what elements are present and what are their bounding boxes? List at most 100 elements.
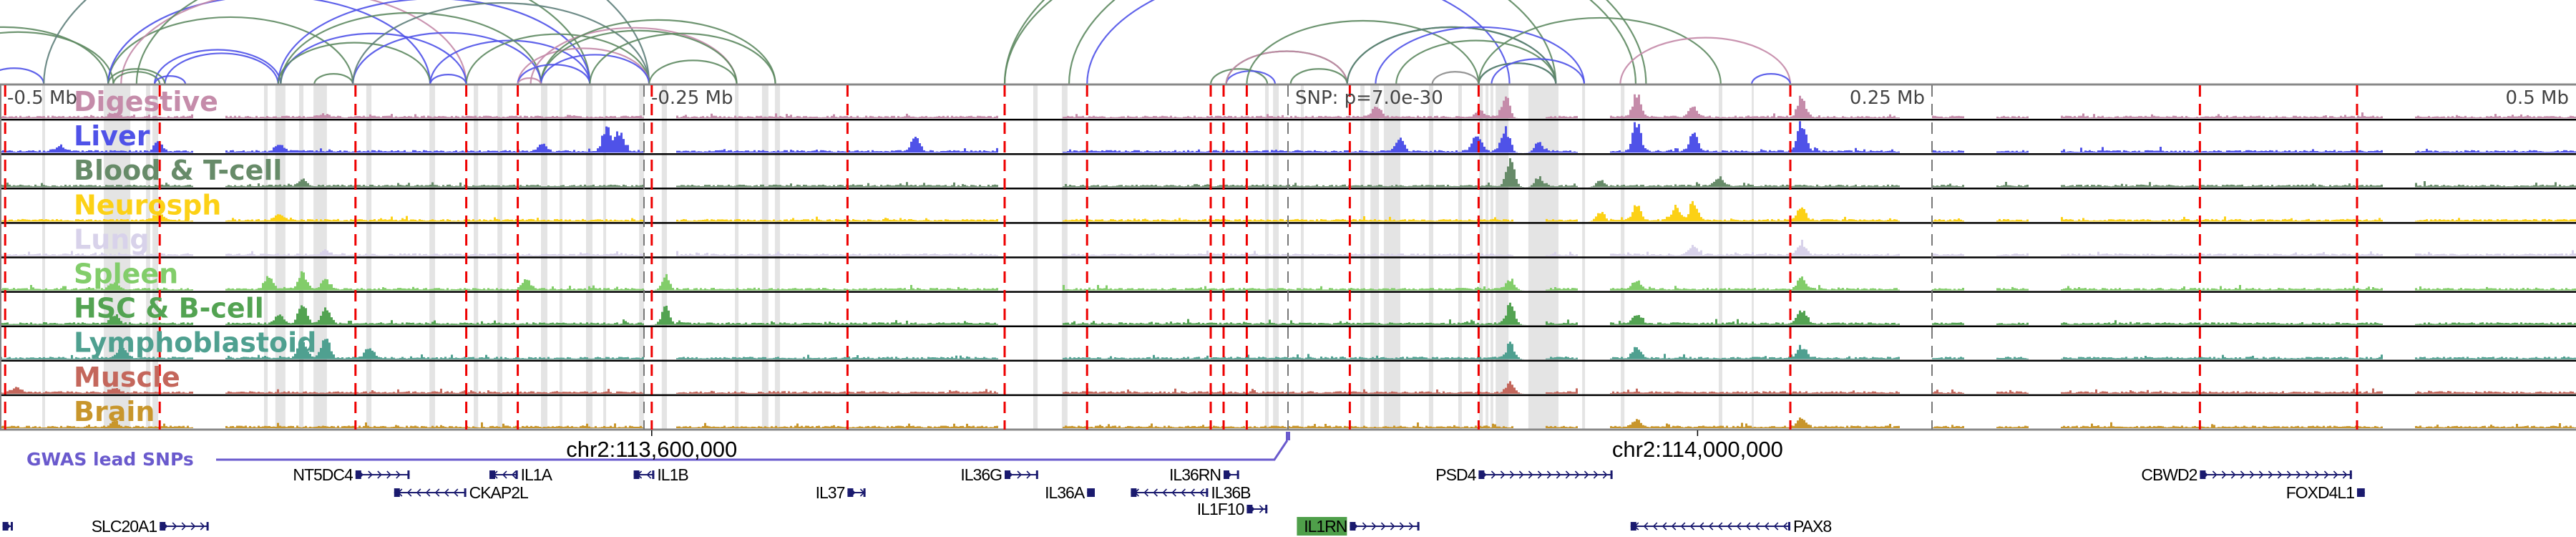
strand-chevron (502, 470, 507, 479)
gene-foxd4l1: FOXD4L1 (2286, 483, 2365, 502)
strand-chevron (1528, 470, 1533, 479)
gene-psd4: PSD4 (1435, 465, 1613, 484)
strand-chevron (181, 522, 187, 531)
gene-highlight (1297, 517, 1347, 536)
strand-chevron (1556, 470, 1561, 479)
exon (2, 522, 9, 531)
interaction-arc (429, 74, 467, 84)
exon (2362, 488, 2365, 497)
strand-chevron (1584, 470, 1589, 479)
track-label: HSC & B-cell (74, 293, 264, 324)
exon (1246, 505, 1253, 513)
strand-chevron (1565, 470, 1571, 479)
strand-chevron (2249, 470, 2255, 479)
exon (652, 470, 655, 479)
signal-blood-t-cell (0, 158, 2576, 188)
strand-chevron (1491, 470, 1496, 479)
strand-chevron (6, 522, 11, 531)
strand-chevron (1745, 522, 1751, 531)
strand-chevron (1500, 470, 1506, 479)
signal-spleen (0, 271, 2576, 291)
interaction-arc (1375, 26, 1586, 84)
gene-label: PSD4 (1435, 465, 1476, 484)
exon (1478, 470, 1485, 479)
strand-chevron (368, 470, 373, 479)
track-label: Liver (74, 120, 150, 152)
strand-chevron (1652, 522, 1658, 531)
axis-labels: -0.5 Mb -0.25 Mb SNP: p=7.0e-30 0.25 Mb 0.5 … (7, 87, 2569, 109)
strand-chevron (1662, 522, 1667, 531)
strand-chevron (397, 488, 403, 497)
axis-tick-label: -0.5 Mb (7, 87, 77, 109)
strand-chevron (453, 488, 459, 497)
interaction-arc (1246, 19, 1480, 84)
exon (464, 488, 467, 497)
exon (1350, 522, 1356, 531)
gene-il1b: IL1B (633, 465, 689, 484)
signal-hsc-b-cell (0, 302, 2576, 325)
strand-chevron (1181, 488, 1186, 497)
strand-chevron (859, 488, 865, 497)
strand-chevron (162, 522, 168, 531)
strand-chevron (1399, 522, 1405, 531)
interaction-arc (648, 59, 738, 84)
strand-chevron (1755, 522, 1760, 531)
strand-chevron (1199, 488, 1204, 497)
exon (2349, 470, 2352, 479)
strand-chevron (637, 470, 643, 479)
interaction-arc (429, 39, 591, 84)
gwas-track: GWAS lead SNPs (26, 432, 1290, 470)
gene-label: IL37 (816, 483, 845, 502)
strand-chevron (2202, 470, 2208, 479)
strand-chevron (2342, 470, 2348, 479)
interaction-arc (1346, 26, 1557, 84)
exon (1087, 488, 1093, 497)
gene-label: IL36B (1211, 483, 1251, 502)
axis-tick-label: 0.25 Mb (1850, 87, 1925, 109)
interaction-arc (280, 11, 542, 84)
exon (394, 488, 400, 497)
interaction-arc (1619, 37, 1792, 84)
interaction-arc (517, 77, 542, 84)
strand-chevron (1689, 522, 1695, 531)
gene-label: IL1A (521, 465, 553, 484)
interaction-arc (540, 19, 776, 84)
strand-chevron (396, 470, 401, 479)
strand-chevron (1736, 522, 1742, 531)
gene-il36a: IL36A (1045, 483, 1095, 502)
interaction-arc (1225, 50, 1348, 84)
chromatin-interaction-arcs (0, 0, 1792, 84)
gwas-connector-line (216, 440, 1289, 461)
interaction-arc (517, 64, 591, 84)
gene-il36rn: IL36RN (1169, 465, 1239, 484)
strand-chevron (1574, 470, 1580, 479)
strand-chevron (2305, 470, 2311, 479)
interaction-arc (1395, 39, 1557, 84)
exon (489, 470, 495, 479)
strand-chevron (1727, 522, 1732, 531)
strand-chevron (1390, 522, 1395, 531)
gene-il1f10: IL1F10 (1197, 500, 1268, 518)
interaction-arc (1068, 0, 1637, 84)
interaction-arc (164, 52, 279, 84)
interaction-arc (0, 26, 109, 84)
exon (633, 470, 640, 479)
strand-chevron (492, 470, 498, 479)
track-label: Lymphoblastoid (74, 327, 316, 359)
strand-chevron (1602, 470, 1608, 479)
exon (355, 470, 361, 479)
interaction-arc (1086, 0, 1511, 84)
strand-chevron (406, 488, 412, 497)
strand-chevron (1643, 522, 1649, 531)
interaction-arc (589, 32, 776, 84)
interaction-arc (1225, 70, 1277, 84)
strand-chevron (511, 470, 517, 479)
strand-chevron (1162, 488, 1167, 497)
strand-chevron (1782, 522, 1788, 531)
signal-tracks (0, 94, 2576, 428)
strand-chevron (386, 470, 391, 479)
strand-chevron (1680, 522, 1686, 531)
strand-chevron (1717, 522, 1723, 531)
exon (1236, 470, 1239, 479)
interaction-arc (277, 42, 431, 84)
